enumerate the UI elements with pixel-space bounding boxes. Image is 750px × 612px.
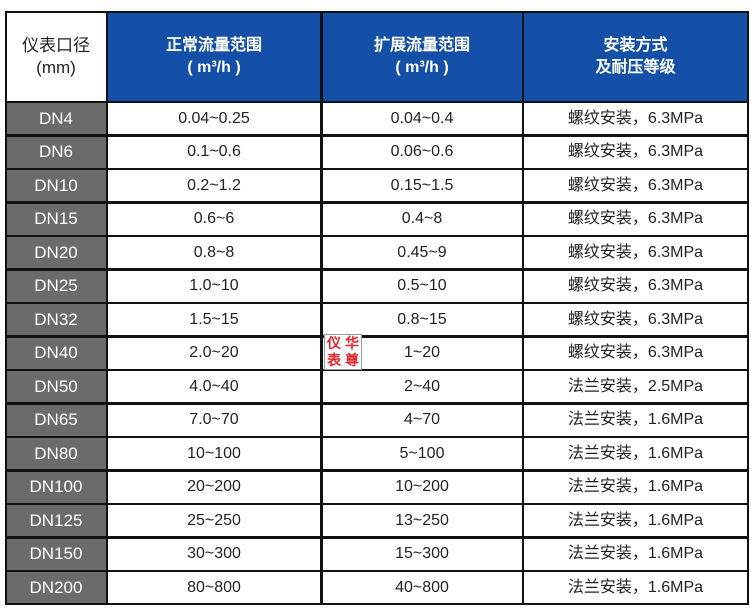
stamp-char: 尊 bbox=[345, 352, 359, 368]
header-text-2: 及耐压等级 bbox=[595, 58, 676, 76]
extended-flow-cell: 0.4~8 bbox=[322, 203, 522, 235]
installation-cell: 法兰安装，1.6MPa bbox=[524, 505, 747, 536]
extended-flow-cell: 5~100 bbox=[322, 438, 522, 469]
installation-cell: 法兰安装，2.5MPa bbox=[524, 371, 747, 402]
extended-flow-cell: 0.8~15 bbox=[322, 304, 522, 335]
header-diameter: 仪表口径 (mm) bbox=[6, 12, 106, 101]
flow-range-table: 仪表口径 (mm) 正常流量范围 ( m³/h ) 扩展流量范围 ( m³/h ) 安… bbox=[5, 11, 749, 605]
diameter-cell: DN10 bbox=[6, 170, 106, 201]
installation-cell: 法兰安装，1.6MPa bbox=[524, 572, 747, 603]
diameter-cell: DN6 bbox=[6, 136, 106, 168]
extended-flow-cell: 40~800 bbox=[322, 572, 522, 603]
diameter-cell: DN15 bbox=[6, 203, 106, 235]
header-extended-flow: 扩展流量范围 ( m³/h ) bbox=[322, 12, 522, 101]
header-unit: (mm) bbox=[36, 57, 76, 77]
normal-flow-cell: 0.2~1.2 bbox=[108, 170, 320, 201]
extended-flow-cell: 0.04~0.4 bbox=[322, 103, 522, 134]
diameter-cell: DN150 bbox=[6, 538, 106, 570]
diameter-cell: DN40 bbox=[6, 337, 106, 369]
normal-flow-cell: 2.0~20 bbox=[108, 337, 320, 369]
diameter-cell: DN65 bbox=[6, 404, 106, 436]
installation-cell: 法兰安装，1.6MPa bbox=[524, 438, 747, 469]
installation-cell: 螺纹安装，6.3MPa bbox=[524, 237, 747, 268]
header-unit: ( m³/h ) bbox=[187, 58, 241, 76]
extended-flow-cell: 15~300 bbox=[322, 538, 522, 570]
normal-flow-cell: 0.8~8 bbox=[108, 237, 320, 268]
installation-cell: 法兰安装，1.6MPa bbox=[524, 471, 747, 503]
stamp-char: 仪 bbox=[327, 335, 341, 351]
normal-flow-cell: 1.5~15 bbox=[108, 304, 320, 335]
diameter-cell: DN4 bbox=[6, 103, 106, 134]
diameter-cell: DN125 bbox=[6, 505, 106, 536]
header-text: 扩展流量范围 bbox=[373, 36, 470, 54]
extended-flow-cell: 0.15~1.5 bbox=[322, 170, 522, 201]
normal-flow-cell: 80~800 bbox=[108, 572, 320, 603]
diameter-cell: DN20 bbox=[6, 237, 106, 268]
installation-cell: 螺纹安装，6.3MPa bbox=[524, 170, 747, 201]
installation-cell: 螺纹安装，6.3MPa bbox=[524, 103, 747, 134]
header-text: 正常流量范围 bbox=[165, 36, 262, 54]
normal-flow-cell: 25~250 bbox=[108, 505, 320, 536]
diameter-cell: DN100 bbox=[6, 471, 106, 503]
extended-flow-cell: 4~70 bbox=[322, 404, 522, 436]
diameter-cell: DN32 bbox=[6, 304, 106, 335]
diameter-cell: DN200 bbox=[6, 572, 106, 603]
normal-flow-cell: 4.0~40 bbox=[108, 371, 320, 402]
installation-cell: 螺纹安装，6.3MPa bbox=[524, 136, 747, 168]
installation-cell: 螺纹安装，6.3MPa bbox=[524, 304, 747, 335]
stamp-char: 华 bbox=[345, 335, 359, 351]
extended-flow-cell: 0.5~10 bbox=[322, 270, 522, 302]
installation-cell: 法兰安装，1.6MPa bbox=[524, 404, 747, 436]
extended-flow-cell: 0.06~0.6 bbox=[322, 136, 522, 168]
installation-cell: 螺纹安装，6.3MPa bbox=[524, 203, 747, 235]
header-unit: ( m³/h ) bbox=[395, 58, 449, 76]
header-normal-flow: 正常流量范围 ( m³/h ) bbox=[108, 12, 320, 101]
installation-cell: 法兰安装，1.6MPa bbox=[524, 538, 747, 570]
diameter-cell: DN25 bbox=[6, 270, 106, 302]
normal-flow-cell: 1.0~10 bbox=[108, 270, 320, 302]
header-installation: 安装方式 及耐压等级 bbox=[524, 12, 747, 101]
extended-flow-cell: 2~40 bbox=[322, 371, 522, 402]
normal-flow-cell: 10~100 bbox=[108, 438, 320, 469]
diameter-cell: DN50 bbox=[6, 371, 106, 402]
normal-flow-cell: 20~200 bbox=[108, 471, 320, 503]
normal-flow-cell: 0.1~0.6 bbox=[108, 136, 320, 168]
installation-cell: 螺纹安装，6.3MPa bbox=[524, 270, 747, 302]
extended-flow-cell: 10~200 bbox=[322, 471, 522, 503]
installation-cell: 螺纹安装，6.3MPa bbox=[524, 337, 747, 369]
watermark-stamp: 仪 华 表 尊 bbox=[324, 334, 362, 370]
extended-flow-cell: 13~250 bbox=[322, 505, 522, 536]
extended-flow-cell: 0.45~9 bbox=[322, 237, 522, 268]
normal-flow-cell: 7.0~70 bbox=[108, 404, 320, 436]
stamp-char: 表 bbox=[327, 352, 341, 368]
normal-flow-cell: 0.6~6 bbox=[108, 203, 320, 235]
header-text: 安装方式 bbox=[603, 36, 668, 54]
header-text: 仪表口径 bbox=[22, 35, 90, 55]
normal-flow-cell: 0.04~0.25 bbox=[108, 103, 320, 134]
normal-flow-cell: 30~300 bbox=[108, 538, 320, 570]
diameter-cell: DN80 bbox=[6, 438, 106, 469]
